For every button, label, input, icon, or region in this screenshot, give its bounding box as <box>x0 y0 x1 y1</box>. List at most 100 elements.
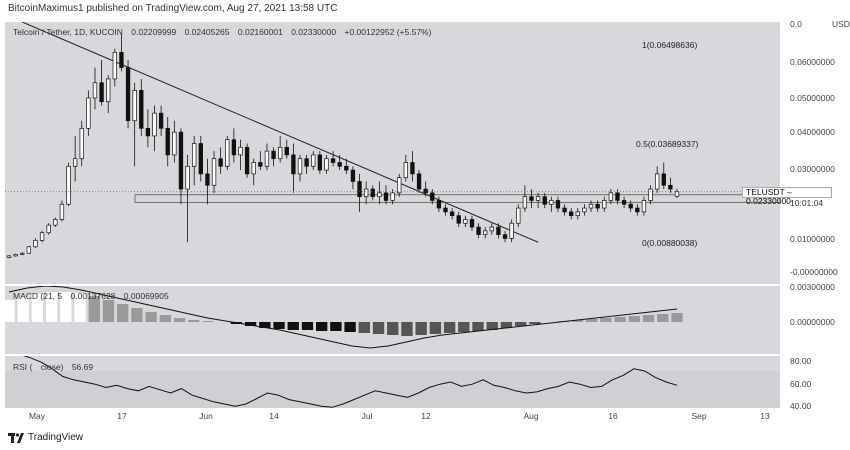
candle-up <box>172 131 177 156</box>
candle-down <box>344 165 349 171</box>
candle-down <box>198 143 203 175</box>
tradingview-logo-icon <box>8 432 24 443</box>
candle-up <box>648 188 653 201</box>
fib-level-05: 0.5(0.03689337) <box>636 139 699 149</box>
candle-down <box>436 200 442 209</box>
macd-histogram-bar <box>202 321 214 322</box>
candle-up <box>390 192 395 201</box>
candle-up <box>6 255 12 258</box>
rsi-chart[interactable] <box>5 356 780 408</box>
candle-down <box>244 146 250 175</box>
change-value: +0.00122952 (+5.57%) <box>344 27 432 37</box>
candlestick-chart[interactable] <box>5 22 780 284</box>
candle-up <box>489 226 494 232</box>
candle-up <box>397 177 402 194</box>
price-tick: 0.03000000 <box>790 164 835 174</box>
candle-up <box>654 173 660 190</box>
time-tick: Aug <box>523 411 539 421</box>
macd-histogram-bar <box>117 304 129 322</box>
macd-histogram-bar <box>472 322 484 331</box>
macd-histogram-bar <box>315 322 328 331</box>
fib-level-0: 0(0.00880038) <box>642 238 698 248</box>
macd-histogram-bar <box>415 322 427 335</box>
candle-up <box>588 203 594 209</box>
support-band <box>134 194 780 203</box>
macd-histogram-bar <box>586 319 598 322</box>
candle-down <box>469 219 475 228</box>
macd-axis[interactable]: 0.00300000 0.00000000 <box>780 282 850 354</box>
candle-up <box>72 158 78 167</box>
candle-up <box>251 162 256 175</box>
candle-down <box>291 154 296 175</box>
candle-up <box>192 143 197 167</box>
candle-up <box>674 191 680 197</box>
candle-down <box>139 89 144 129</box>
price-axis[interactable]: 0.0 USDT 0.06000000 0.05000000 0.0400000… <box>780 19 850 284</box>
candle-up <box>641 200 647 213</box>
candle-up <box>86 97 91 129</box>
macd-histogram-bar <box>344 322 356 332</box>
macd-panel[interactable]: MACD (21, 5 0.00137628 0.00069905 <box>5 286 780 354</box>
candle-down <box>496 226 501 235</box>
macd-histogram-bar <box>642 315 655 322</box>
price-tick: 0.05000000 <box>790 93 835 103</box>
main-legend: Telcoin / Tether, 1D, KUCOIN 0.02209999 … <box>13 27 437 37</box>
current-price-value: 0.02330000 <box>746 196 791 206</box>
rsi-panel[interactable]: RSI ( close) 56.69 <box>5 356 780 408</box>
candle-down <box>231 139 237 156</box>
candle-down <box>271 150 276 160</box>
macd-histogram-bar <box>88 296 100 322</box>
price-tick: -0.00000000 <box>790 267 838 277</box>
candle-down <box>205 173 210 186</box>
macd-histogram-bar <box>45 292 58 322</box>
candle-up <box>66 165 71 205</box>
candle-up <box>516 207 521 224</box>
candle-up <box>211 158 217 186</box>
macd-histogram-bar <box>387 322 399 335</box>
candle-down <box>357 181 362 198</box>
rsi-axis[interactable]: 80.00 60.00 40.00 <box>780 356 850 411</box>
time-tick: 14 <box>269 411 279 421</box>
macd-tick-zero: 0.00000000 <box>790 317 835 327</box>
candle-up <box>225 139 230 167</box>
macd-label: MACD (21, 5 <box>13 291 63 301</box>
candle-down <box>165 127 170 156</box>
candle-up <box>575 211 580 217</box>
macd-chart[interactable] <box>5 286 780 354</box>
candle-up <box>33 239 38 248</box>
candle-down <box>350 169 356 182</box>
price-panel[interactable]: Telcoin / Tether, 1D, KUCOIN 0.02209999 … <box>5 22 780 284</box>
candle-up <box>324 158 329 171</box>
candle-down <box>337 162 342 167</box>
time-axis[interactable]: May 17 Jun 14 Jul 12 Aug 16 Sep 13 <box>5 408 780 424</box>
rsi-legend: RSI ( close) 56.69 <box>13 362 99 372</box>
pair-title: Telcoin / Tether, 1D, KUCOIN <box>13 27 123 37</box>
candle-up <box>13 254 18 257</box>
candle-down <box>668 184 673 190</box>
candle-down <box>628 203 633 209</box>
candle-up <box>277 146 283 160</box>
candle-up <box>132 89 137 122</box>
macd-histogram-bar <box>330 322 342 331</box>
time-tick: 13 <box>760 411 770 421</box>
candle-down <box>502 234 508 239</box>
price-tick: 0.06000000 <box>790 57 835 67</box>
macd-histogram-bar <box>287 322 299 330</box>
macd-histogram-bar <box>259 322 271 328</box>
time-tick: 17 <box>117 411 127 421</box>
time-tick: 16 <box>608 411 618 421</box>
candle-up <box>463 219 468 224</box>
publisher-header: BitcoinMaximus1 published on TradingView… <box>8 3 338 14</box>
macd-histogram-bar <box>671 313 683 322</box>
macd-histogram-bar <box>529 322 541 324</box>
macd-histogram-bar <box>5 300 15 322</box>
candle-up <box>549 200 554 205</box>
macd-histogram-bar <box>614 317 626 322</box>
time-tick: Jul <box>361 411 373 421</box>
candle-down <box>330 158 336 163</box>
currency-label: USDT <box>832 19 850 29</box>
candle-down <box>410 162 415 175</box>
candle-down <box>178 131 184 190</box>
candle-down <box>304 158 309 167</box>
candle-down <box>449 211 455 217</box>
